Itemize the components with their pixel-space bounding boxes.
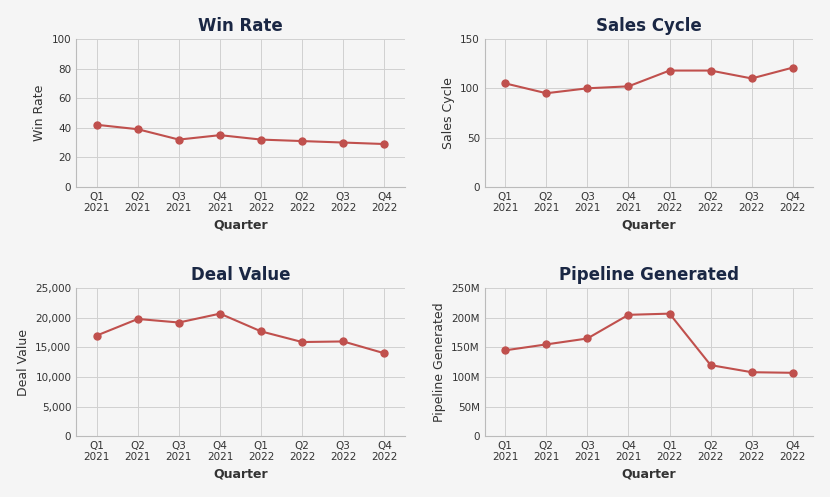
Title: Win Rate: Win Rate <box>198 17 283 35</box>
X-axis label: Quarter: Quarter <box>213 467 268 480</box>
X-axis label: Quarter: Quarter <box>622 218 676 231</box>
Y-axis label: Win Rate: Win Rate <box>33 85 46 141</box>
Y-axis label: Pipeline Generated: Pipeline Generated <box>432 302 446 422</box>
X-axis label: Quarter: Quarter <box>622 467 676 480</box>
Y-axis label: Deal Value: Deal Value <box>17 329 30 396</box>
X-axis label: Quarter: Quarter <box>213 218 268 231</box>
Title: Pipeline Generated: Pipeline Generated <box>559 266 739 284</box>
Title: Deal Value: Deal Value <box>191 266 290 284</box>
Y-axis label: Sales Cycle: Sales Cycle <box>442 77 455 149</box>
Title: Sales Cycle: Sales Cycle <box>596 17 702 35</box>
